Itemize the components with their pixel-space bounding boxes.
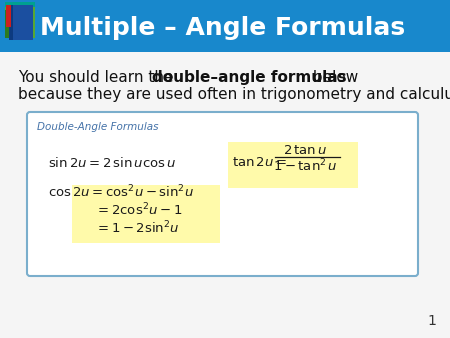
- Bar: [228, 142, 358, 188]
- Bar: [0, 0, 450, 52]
- Bar: [5, 10, 35, 38]
- Text: $= 1 - 2\sin^{2}\!u$: $= 1 - 2\sin^{2}\!u$: [95, 220, 180, 236]
- Bar: [6, 5, 11, 27]
- Text: $1 - \mathrm{tan}^{2}\,u$: $1 - \mathrm{tan}^{2}\,u$: [273, 158, 338, 174]
- Bar: [9, 5, 33, 40]
- Text: $\mathrm{cos}\,2u = \cos^{2}\!u - \sin^{2}\!u$: $\mathrm{cos}\,2u = \cos^{2}\!u - \sin^{…: [48, 184, 194, 200]
- Text: 1: 1: [427, 314, 436, 328]
- Text: double–angle formulas: double–angle formulas: [152, 70, 346, 85]
- Bar: [5, 2, 35, 7]
- Text: because they are used often in trigonometry and calculus.: because they are used often in trigonome…: [18, 87, 450, 102]
- Bar: [72, 185, 220, 243]
- Text: $\mathrm{sin}\,2u = 2\,\mathrm{sin}\,u\cos u$: $\mathrm{sin}\,2u = 2\,\mathrm{sin}\,u\c…: [48, 156, 176, 170]
- Text: Double-Angle Formulas: Double-Angle Formulas: [37, 122, 158, 132]
- Text: $= 2\cos^{2}\!u - 1$: $= 2\cos^{2}\!u - 1$: [95, 202, 182, 218]
- Text: Multiple – Angle Formulas: Multiple – Angle Formulas: [40, 16, 405, 40]
- Text: $2\,\mathrm{tan}\,u$: $2\,\mathrm{tan}\,u$: [283, 145, 327, 158]
- Text: below: below: [308, 70, 358, 85]
- Bar: [5, 10, 10, 38]
- Text: You should learn the: You should learn the: [18, 70, 178, 85]
- Bar: [5, 7, 35, 10]
- FancyBboxPatch shape: [27, 112, 418, 276]
- Text: $\mathrm{tan}\,2u =$: $\mathrm{tan}\,2u =$: [232, 156, 287, 169]
- Bar: [9, 5, 13, 40]
